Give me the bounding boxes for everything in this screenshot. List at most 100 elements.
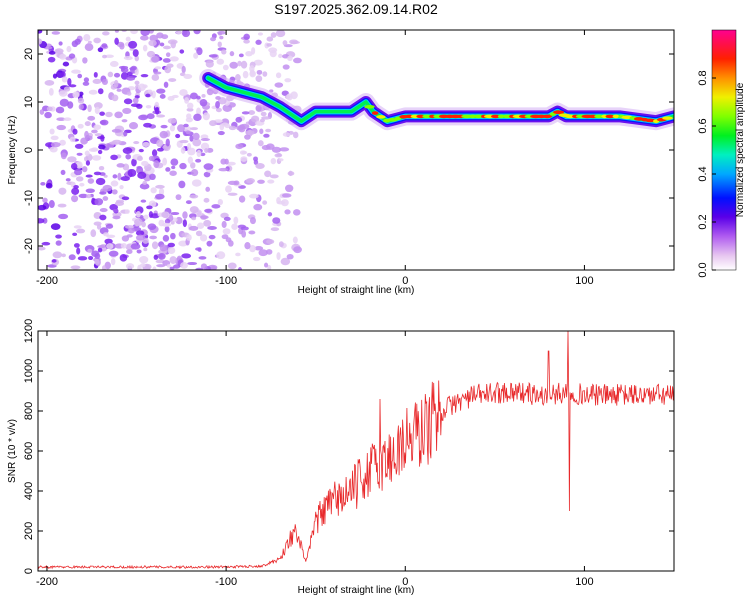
spectrogram-noise-cell bbox=[205, 186, 211, 192]
spectrogram-noise-cell bbox=[192, 138, 202, 147]
snr-ytick-label: 0 bbox=[23, 568, 35, 574]
spectrogram-noise-cell bbox=[252, 256, 261, 262]
spectrogram-noise-cell bbox=[66, 45, 72, 53]
spectrogram-xtick-label: -200 bbox=[36, 275, 58, 287]
spectrogram-noise-cell bbox=[170, 211, 180, 216]
figure-title: S197.2025.362.09.14.R02 bbox=[274, 1, 438, 17]
spectrogram-noise-cell bbox=[87, 115, 96, 121]
spectrogram-noise-cell bbox=[124, 209, 130, 214]
spectrogram-noise-cell bbox=[38, 38, 43, 45]
spectrogram-noise-cell bbox=[59, 139, 66, 146]
spectrogram-noise-cell bbox=[210, 265, 217, 270]
spectrogram-noise-cell bbox=[79, 182, 85, 187]
spectrogram-noise-cell bbox=[44, 111, 52, 119]
colorbar-label: Normalized spectral amplitude bbox=[735, 82, 746, 217]
spectrogram-noise-cell bbox=[47, 56, 56, 63]
spectrogram-noise-cell bbox=[156, 88, 166, 94]
spectrogram-noise-cell bbox=[114, 30, 119, 33]
spectrogram-ridge-hotspot bbox=[605, 114, 615, 119]
spectrogram-noise-cell bbox=[61, 71, 66, 78]
spectrogram-noise-cell bbox=[141, 160, 149, 167]
spectrogram-noise-cell bbox=[275, 30, 286, 38]
spectrogram-ridge-hotspot bbox=[371, 111, 379, 115]
spectrogram-noise-cell bbox=[87, 104, 92, 113]
spectrogram-noise-cell bbox=[134, 218, 143, 227]
spectrogram-noise-cell bbox=[268, 47, 278, 53]
spectrogram-noise-cell bbox=[41, 241, 51, 246]
spectrogram-noise-cell bbox=[78, 103, 84, 110]
spectrogram-ytick-label: -10 bbox=[23, 190, 35, 206]
spectrogram-noise-cell bbox=[65, 178, 71, 182]
spectrogram-noise-cell bbox=[243, 39, 250, 44]
spectrogram-noise-cell bbox=[121, 196, 130, 201]
spectrogram-noise-cell bbox=[84, 43, 94, 52]
spectrogram-noise-cell bbox=[200, 152, 206, 157]
spectrogram-noise-cell bbox=[97, 149, 103, 155]
spectrogram-noise-cell bbox=[180, 146, 186, 154]
spectrogram-noise-cell bbox=[51, 259, 57, 263]
spectrogram-noise-cell bbox=[215, 96, 221, 100]
snr-ytick-label: 200 bbox=[23, 522, 35, 540]
spectrogram-noise-cell bbox=[147, 89, 153, 93]
spectrogram-noise-cell bbox=[195, 158, 202, 163]
spectrogram-noise-cell bbox=[179, 162, 187, 170]
spectrogram-noise-cell bbox=[249, 244, 256, 253]
spectrogram-noise-cell bbox=[133, 141, 140, 145]
spectrogram-noise-cell bbox=[58, 213, 69, 220]
spectrogram-noise-cell bbox=[130, 243, 141, 250]
spectrogram-noise-cell bbox=[102, 54, 107, 59]
spectrogram-noise-cell bbox=[248, 110, 256, 116]
spectrogram-noise-cell bbox=[265, 128, 272, 133]
spectrogram-noise-cell bbox=[56, 117, 66, 121]
spectrogram-noise-cell bbox=[166, 264, 172, 268]
spectrogram-noise-cell bbox=[169, 170, 177, 176]
spectrogram-noise-cell bbox=[276, 200, 286, 205]
spectrogram-ytick-label: 0 bbox=[23, 147, 35, 153]
spectrogram-noise-cell bbox=[116, 88, 122, 92]
spectrogram-noise-cell bbox=[74, 38, 81, 45]
spectrogram-noise-cell bbox=[68, 84, 77, 88]
spectrogram-noise-cell bbox=[139, 256, 149, 264]
spectrogram-noise-cell bbox=[101, 78, 108, 85]
snr-xtick-label: -100 bbox=[215, 576, 237, 588]
spectrogram-ridge-hotspot bbox=[386, 118, 398, 122]
spectrogram-noise-cell bbox=[177, 124, 185, 133]
spectrogram-noise-cell bbox=[97, 47, 104, 53]
spectrogram-noise-cell bbox=[185, 200, 192, 205]
spectrogram-noise-cell bbox=[186, 107, 194, 112]
spectrogram-noise-cell bbox=[257, 140, 264, 147]
spectrogram-noise-cell bbox=[203, 163, 214, 170]
spectrogram-ridge-hotspot bbox=[542, 114, 553, 119]
spectrogram-noise-cell bbox=[87, 178, 95, 184]
snr-ytick-label: 1200 bbox=[23, 319, 35, 343]
spectrogram-noise-cell bbox=[120, 242, 127, 249]
spectrogram-noise-cell bbox=[150, 187, 157, 194]
spectrogram-noise-cell bbox=[284, 78, 292, 83]
spectrogram-noise-cell bbox=[111, 128, 122, 133]
spectrogram-noise-cell bbox=[278, 241, 284, 248]
spectrogram-noise-cell bbox=[92, 78, 102, 84]
spectrogram-noise-cell bbox=[256, 69, 263, 75]
spectrogram-noise-cell bbox=[73, 225, 82, 229]
spectrogram-noise-cell bbox=[163, 81, 169, 88]
spectrogram-noise-cell bbox=[227, 180, 238, 186]
spectrogram-noise-cell bbox=[182, 126, 192, 132]
spectrogram-noise-cell bbox=[48, 88, 54, 96]
spectrogram-noise-cell bbox=[99, 191, 107, 195]
spectrogram-noise-cell bbox=[235, 252, 241, 257]
spectrogram-noise-cell bbox=[241, 111, 250, 115]
spectrogram-ytick-label: 20 bbox=[23, 48, 35, 60]
spectrogram-noise-cell bbox=[83, 77, 90, 83]
spectrogram-noise-cell bbox=[164, 218, 171, 224]
spectrogram-noise-cell bbox=[88, 89, 98, 95]
spectrogram-noise-cell bbox=[179, 89, 188, 96]
spectrogram-noise-cell bbox=[270, 157, 277, 165]
spectrogram-noise-cell bbox=[91, 250, 100, 257]
spectrogram-noise-cell bbox=[154, 106, 160, 115]
spectrogram-noise-cell bbox=[248, 230, 256, 235]
spectrogram-noise-cell bbox=[267, 179, 275, 184]
spectrogram-noise-cell bbox=[68, 53, 76, 59]
spectrogram-noise-cell bbox=[262, 200, 268, 205]
spectrogram-noise-cell bbox=[236, 125, 245, 131]
